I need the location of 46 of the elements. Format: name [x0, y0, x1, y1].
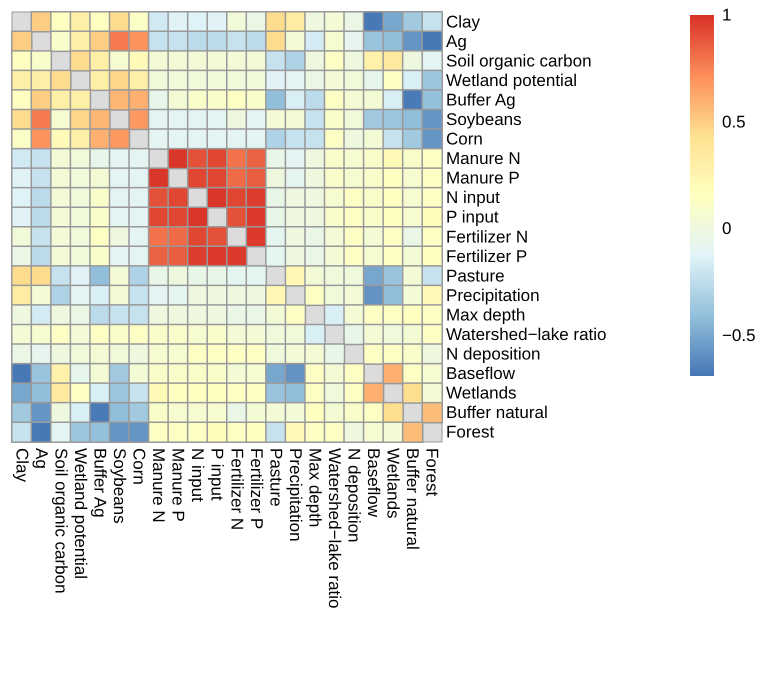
x-tick-label: Soybeans	[110, 448, 129, 524]
y-tick-label: Fertilizer N	[446, 227, 528, 246]
y-tick-label: N deposition	[446, 344, 541, 364]
x-tick-label: P input	[208, 448, 227, 501]
y-tick-label: Clay	[446, 12, 481, 32]
x-tick-label: Corn	[130, 448, 149, 485]
color-bar-label: −0.5	[722, 326, 756, 345]
x-tick-label: Fertilizer N	[227, 448, 246, 530]
y-tick-label: Soil organic carbon	[446, 51, 592, 70]
x-tick-label: Watershed−lake ratio	[325, 448, 344, 608]
color-bar-label: 1	[722, 6, 732, 24]
x-tick-label: Wetlands	[384, 448, 403, 519]
y-tick-label: Forest	[446, 422, 494, 442]
y-tick-label: Max depth	[446, 305, 526, 324]
y-tick-label: Precipitation	[446, 286, 540, 305]
y-tick-label: Wetland potential	[446, 70, 578, 90]
x-tick-label: Fertilizer P	[246, 448, 266, 530]
x-tick-label: N input	[188, 448, 208, 502]
x-tick-label: Wetland potential	[70, 448, 90, 580]
y-tick-label: Fertilizer P	[446, 246, 528, 266]
x-tick-label: Precipitation	[286, 448, 305, 542]
y-tick-label: Buffer natural	[446, 403, 548, 422]
x-tick-label: Pasture	[266, 448, 286, 507]
x-tick-label: Ag	[32, 448, 51, 469]
y-tick-label: Soybeans	[446, 110, 522, 129]
x-tick-label: N deposition	[344, 448, 364, 543]
x-tick-label: Max depth	[305, 448, 324, 528]
y-tick-label: Buffer Ag	[446, 90, 516, 110]
y-tick-label: Pasture	[446, 266, 505, 286]
x-tick-label: Manure P	[168, 448, 188, 522]
x-tick-label: Buffer Ag	[90, 448, 110, 518]
y-tick-label: Corn	[446, 130, 483, 149]
y-tick-label: P input	[446, 208, 499, 227]
y-tick-label: Wetlands	[446, 384, 517, 403]
y-tick-label: Watershed−lake ratio	[446, 325, 606, 344]
x-tick-label: Baseflow	[364, 448, 384, 518]
color-bar-label: 0	[722, 219, 732, 238]
x-tick-label: Manure N	[149, 448, 168, 523]
color-bar-label: 0.5	[722, 112, 746, 132]
y-tick-label: N input	[446, 188, 500, 208]
y-tick-label: Baseflow	[446, 364, 516, 384]
x-tick-label: Clay	[12, 448, 32, 483]
y-tick-label: Manure N	[446, 149, 521, 168]
y-tick-label: Manure P	[446, 168, 520, 188]
y-tick-label: Ag	[446, 32, 467, 51]
x-tick-label: Soil organic carbon	[51, 448, 70, 594]
